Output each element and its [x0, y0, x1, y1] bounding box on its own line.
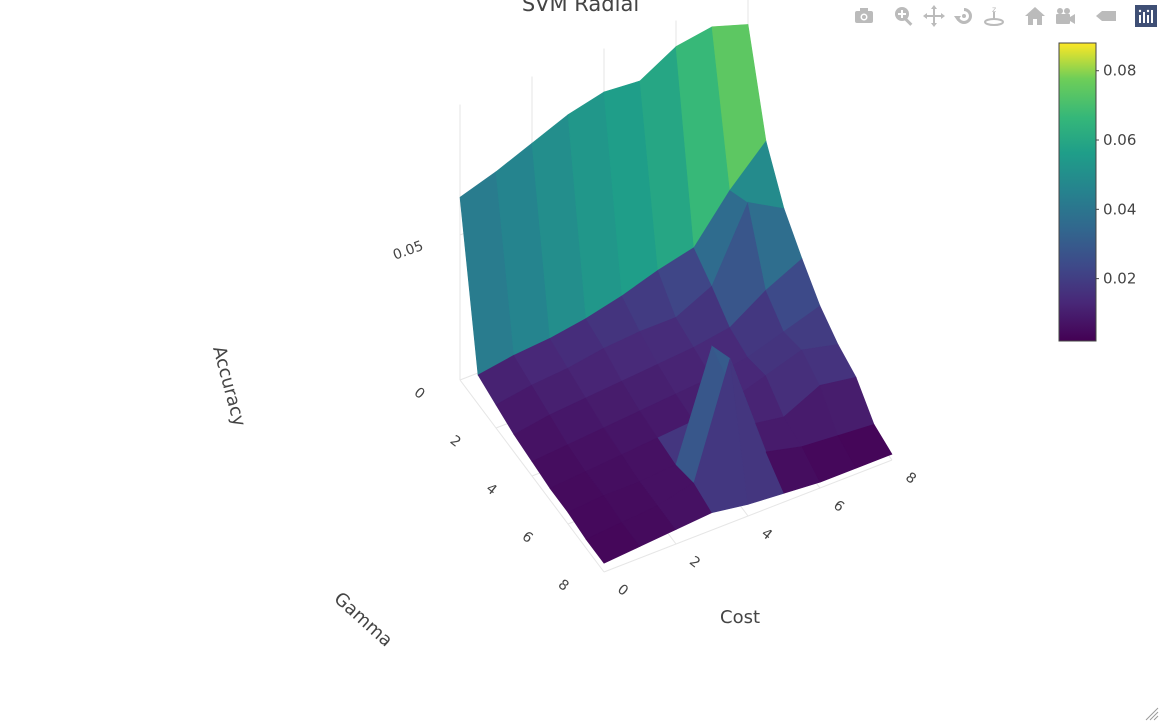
colorbar-gradient [1058, 42, 1097, 342]
cost-tick-label: 8 [902, 469, 919, 487]
colorbar-tick-label: 0.06 [1103, 131, 1136, 149]
plotly-logo-icon[interactable] [1134, 4, 1158, 28]
camera-icon[interactable] [852, 4, 876, 28]
resize-handle-icon[interactable] [1143, 705, 1159, 721]
gamma-tick-label: 4 [483, 481, 500, 499]
zoom-icon[interactable] [892, 4, 916, 28]
cost-tick-label: 6 [830, 497, 847, 515]
svg-text:z: z [992, 5, 996, 14]
turntable-rotate-icon[interactable]: z [982, 4, 1006, 28]
gamma-tick-label: 8 [555, 577, 572, 595]
surface-mesh [459, 24, 893, 564]
colorbar: 0.02 0.04 0.06 0.08 [1058, 42, 1136, 342]
camera-movie-icon[interactable] [1053, 4, 1077, 28]
cost-tick-label: 2 [686, 553, 703, 571]
z-tick-label: 0.05 [391, 238, 426, 264]
gamma-tick-label: 0 [411, 385, 428, 403]
colorbar-tick-label: 0.02 [1103, 270, 1136, 288]
surface-cell [837, 424, 893, 469]
orbit-rotate-icon[interactable] [952, 4, 976, 28]
gamma-tick-label: 6 [519, 529, 536, 547]
x-axis-title: Gamma [330, 588, 397, 651]
pan-icon[interactable] [922, 4, 946, 28]
grid-line-gamma [603, 459, 893, 573]
cost-tick-label: 0 [614, 581, 631, 599]
colorbar-tick-label: 0.08 [1103, 62, 1136, 80]
gamma-tick-label: 2 [447, 433, 464, 451]
chart-title: SVM Radial [521, 0, 640, 16]
y-axis-title: Cost [720, 607, 760, 628]
colorbar-tick-label: 0.04 [1103, 200, 1136, 218]
z-axis-title: Accuracy [208, 344, 250, 429]
home-icon[interactable] [1023, 4, 1047, 28]
cost-tick-label: 4 [758, 525, 775, 543]
hover-tag-icon[interactable] [1094, 4, 1118, 28]
